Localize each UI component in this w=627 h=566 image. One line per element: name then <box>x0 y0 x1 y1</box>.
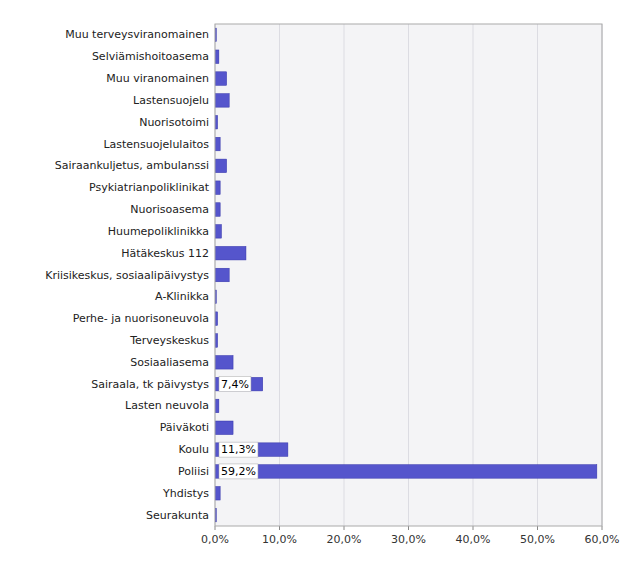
bar <box>215 356 233 370</box>
data-label: 59,2% <box>221 465 256 478</box>
category-label: Psykiatrianpoliklinikat <box>89 181 210 194</box>
category-label: Muu terveysviranomainen <box>65 28 209 41</box>
bar <box>215 486 220 500</box>
bar <box>215 268 229 282</box>
category-label: Koulu <box>179 443 209 456</box>
tick-label: 50,0% <box>520 533 555 546</box>
category-label: A-Klinikka <box>155 290 209 303</box>
tick-mark <box>215 526 216 530</box>
category-label: Sosiaaliasema <box>130 356 209 369</box>
tick-label: 0,0% <box>201 533 229 546</box>
tick-mark <box>537 526 538 530</box>
category-label: Selviämishoitoasema <box>92 50 209 63</box>
bar <box>215 50 219 64</box>
category-label: Sairaala, tk päivystys <box>91 378 209 391</box>
category-label: Nuorisotoimi <box>139 116 209 129</box>
tick-mark <box>408 526 409 530</box>
category-label: Terveyskeskus <box>129 334 209 347</box>
category-label: Lastensuojelu <box>133 94 209 107</box>
data-label: 7,4% <box>221 378 249 391</box>
bar <box>215 421 233 435</box>
bar <box>215 203 220 217</box>
category-label: Huumepoliklinikka <box>108 225 209 238</box>
bar <box>215 159 227 173</box>
plot-frame <box>215 24 602 526</box>
category-label: Muu viranomainen <box>106 72 209 85</box>
tick-label: 30,0% <box>391 533 426 546</box>
category-label: Lasten neuvola <box>125 399 209 412</box>
bar <box>215 399 219 413</box>
grid-line <box>344 24 345 526</box>
data-label-box <box>219 442 258 457</box>
tick-mark <box>344 526 345 530</box>
category-label: Yhdistys <box>162 487 209 500</box>
plot-background <box>215 24 602 526</box>
category-label: Seurakunta <box>146 509 209 522</box>
grid-line <box>473 24 474 526</box>
category-labels: Seurakunta Yhdistys Poliisi Koulu Päiväkoti L… <box>45 28 209 521</box>
data-label: 11,3% <box>221 443 256 456</box>
plot: 0,0% 10,0% 20,0% 30,0% 40,0% 50,0% 60,0% <box>201 24 619 546</box>
category-label: Sairaankuljetus, ambulanssi <box>55 159 209 172</box>
category-label: Hätäkeskus 112 <box>121 247 209 260</box>
bar <box>215 72 227 86</box>
category-label: Lastensuojelulaitos <box>103 138 209 151</box>
bar <box>215 246 246 260</box>
bar <box>215 443 288 457</box>
grid-line <box>537 24 538 526</box>
bar <box>215 181 220 195</box>
category-label: Perhe- ja nuorisoneuvola <box>73 312 209 325</box>
tick-label: 10,0% <box>262 533 297 546</box>
tick-mark <box>473 526 474 530</box>
category-label: Poliisi <box>178 465 209 478</box>
bar <box>215 137 220 151</box>
data-labels: 59,2% 11,3% 7,4% <box>219 377 258 479</box>
bar <box>215 225 221 239</box>
category-label: Päiväkoti <box>160 421 209 434</box>
bars <box>215 28 597 522</box>
tick-label: 40,0% <box>456 533 491 546</box>
tick-label: 20,0% <box>327 533 362 546</box>
category-label: Nuorisoasema <box>130 203 209 216</box>
bar <box>215 94 229 108</box>
grid-line <box>408 24 409 526</box>
tick-label: 60,0% <box>585 533 620 546</box>
bar <box>215 465 597 479</box>
data-label-box <box>219 464 258 479</box>
tick-mark <box>602 526 603 530</box>
data-label-box <box>219 377 251 392</box>
tick-mark <box>279 526 280 530</box>
chart: 0,0% 10,0% 20,0% 30,0% 40,0% 50,0% 60,0% Seurak… <box>0 0 627 566</box>
category-label: Kriisikeskus, sosiaalipäivystys <box>45 269 209 282</box>
bar <box>215 377 263 391</box>
